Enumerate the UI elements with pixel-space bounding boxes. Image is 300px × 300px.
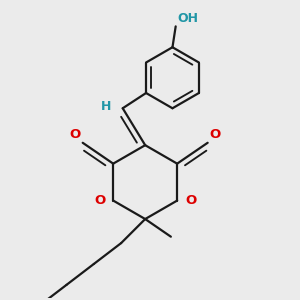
Text: O: O [185, 194, 196, 207]
Text: O: O [70, 128, 81, 141]
Text: O: O [94, 194, 105, 207]
Text: H: H [101, 100, 112, 113]
Text: OH: OH [177, 12, 198, 25]
Text: O: O [209, 128, 220, 141]
